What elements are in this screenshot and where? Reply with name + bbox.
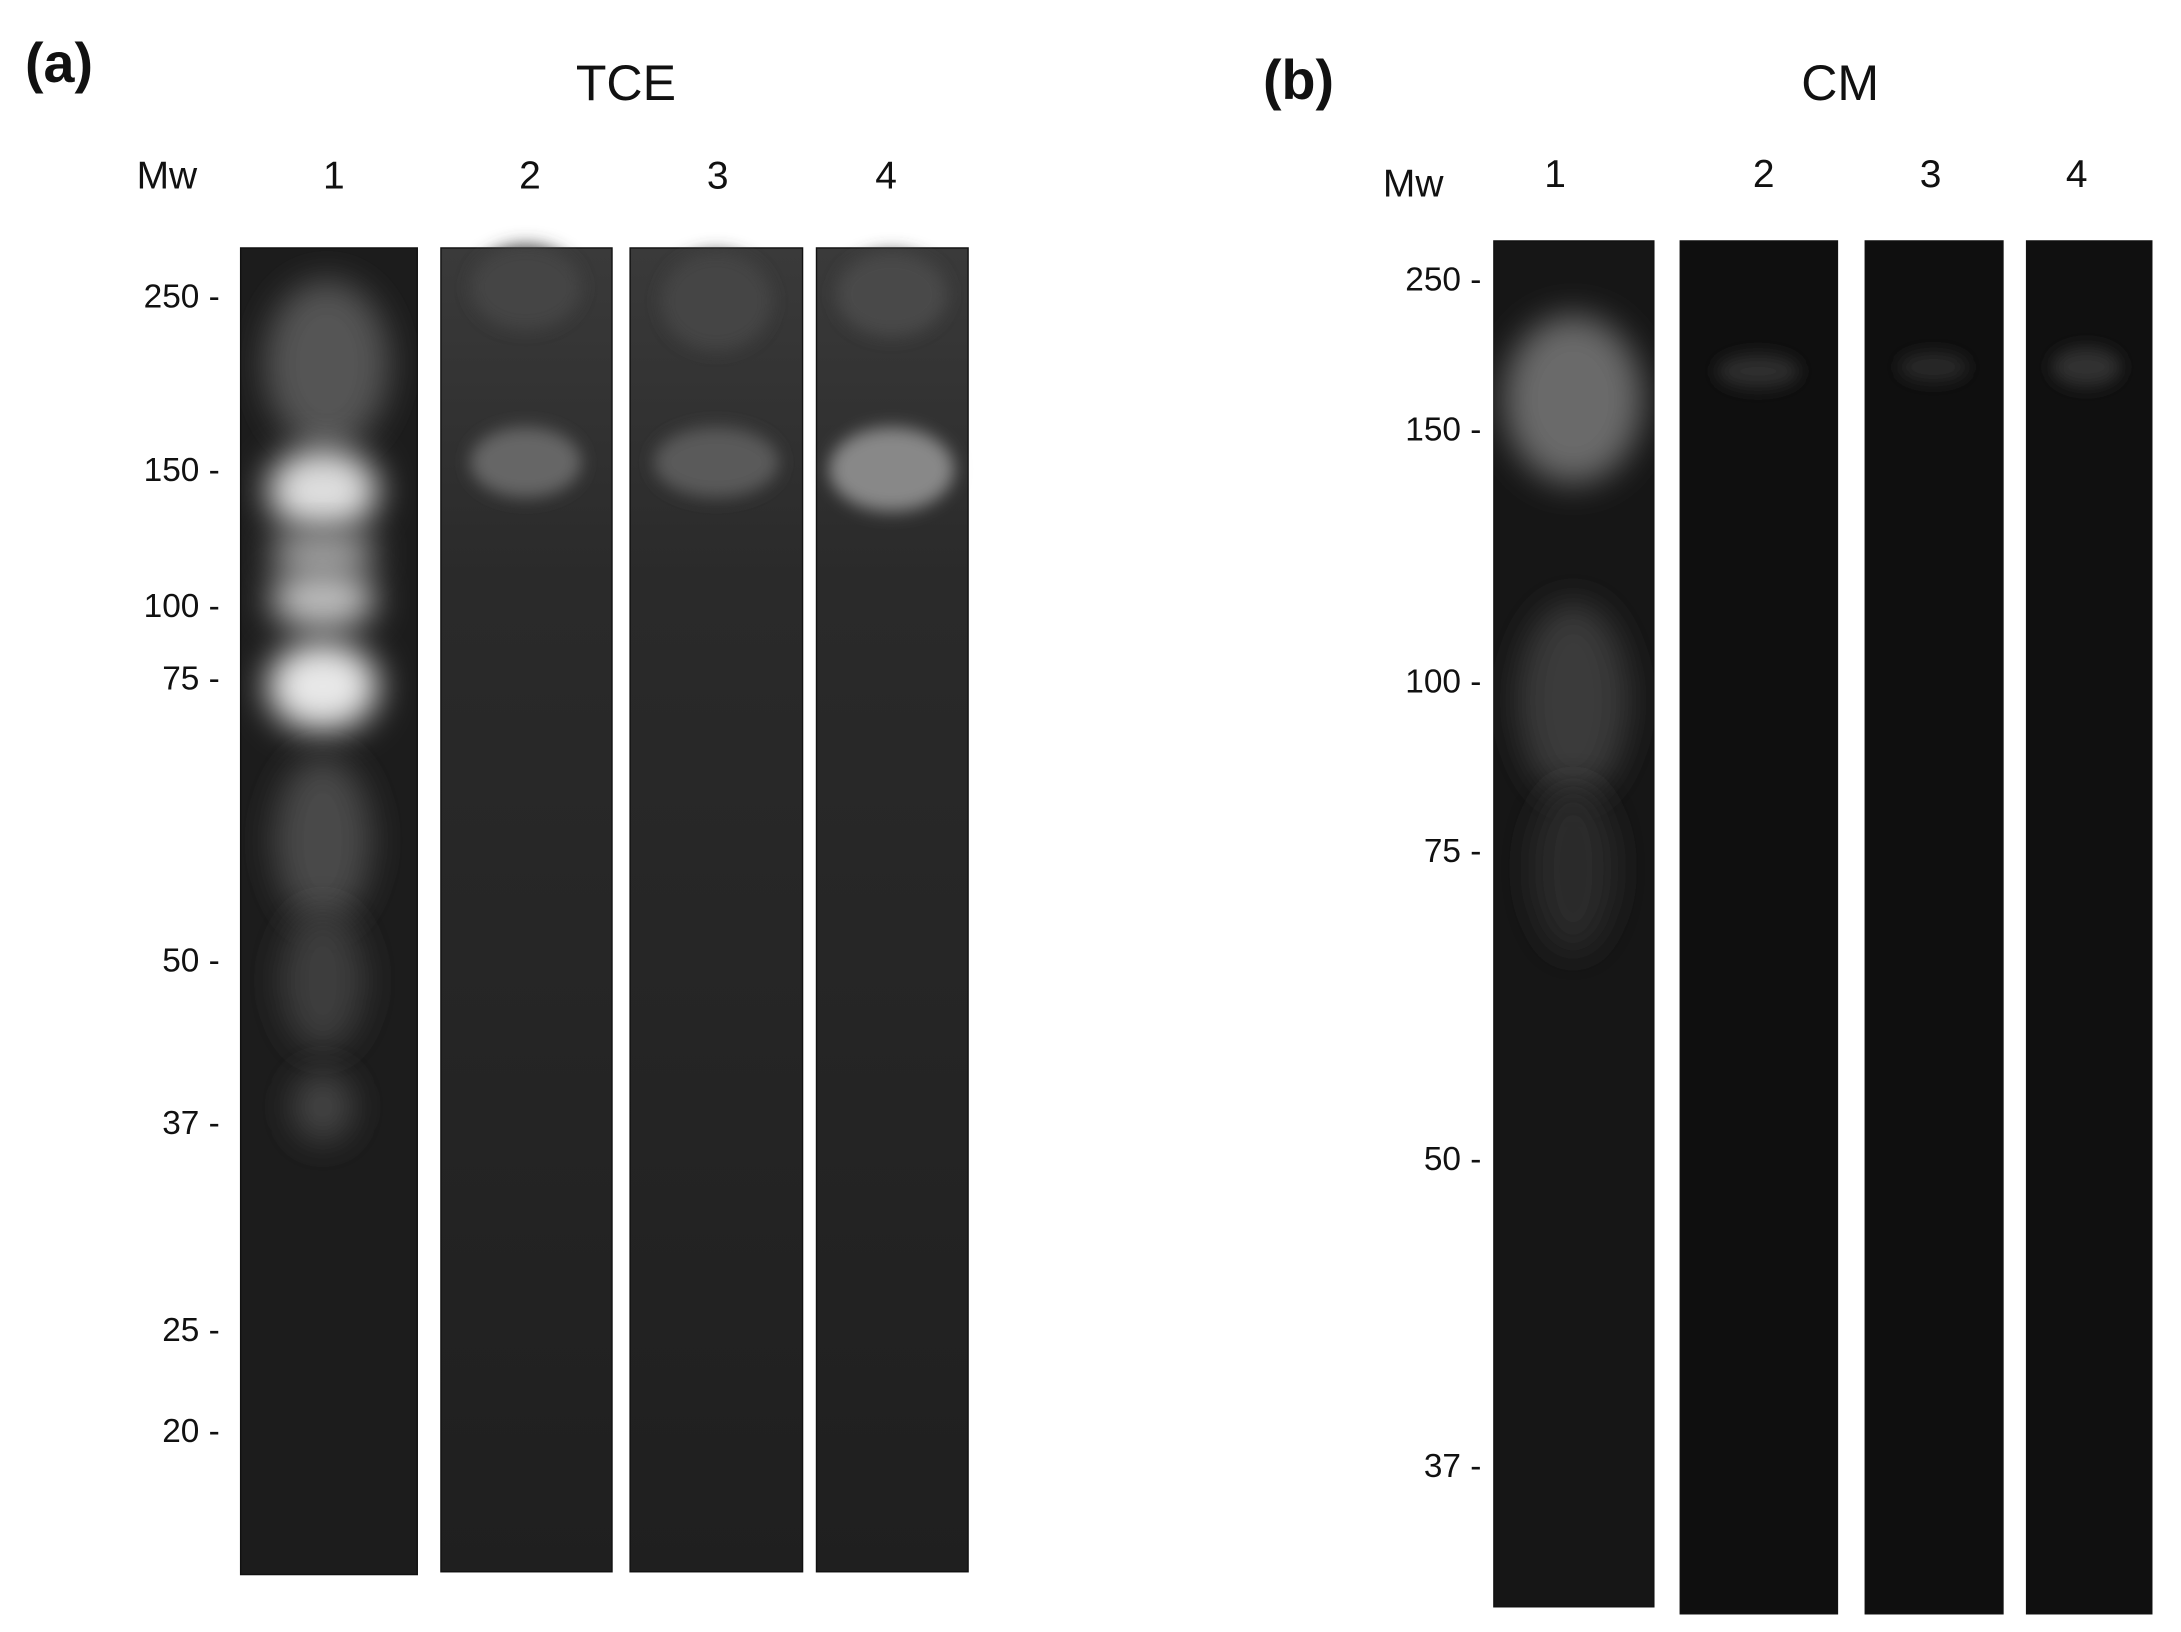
band bbox=[267, 641, 379, 732]
marker-label: 37 - bbox=[1424, 1448, 1482, 1485]
band bbox=[660, 252, 772, 351]
marker-label: 25 - bbox=[162, 1312, 220, 1349]
marker-label: 100 - bbox=[1405, 663, 1481, 700]
band bbox=[829, 427, 955, 512]
marker-label: 75 - bbox=[1424, 833, 1482, 870]
band bbox=[269, 528, 376, 579]
band bbox=[653, 427, 779, 498]
lane-bands bbox=[1503, 315, 1643, 953]
band bbox=[1531, 784, 1615, 953]
band bbox=[1517, 602, 1629, 799]
lane-label: 3 bbox=[1920, 153, 1942, 196]
lane-label: 2 bbox=[519, 154, 541, 197]
marker-label: 250 - bbox=[1405, 261, 1481, 298]
band bbox=[2051, 347, 2122, 387]
band bbox=[280, 910, 365, 1051]
band bbox=[292, 1071, 354, 1142]
mw-label: Mw bbox=[137, 154, 198, 197]
lane-label: 3 bbox=[707, 154, 729, 197]
panel-title: TCE bbox=[576, 55, 676, 111]
band bbox=[1898, 353, 1969, 382]
band bbox=[269, 568, 376, 631]
lane-label: 1 bbox=[1544, 153, 1566, 196]
marker-label: 100 - bbox=[144, 588, 220, 625]
band bbox=[274, 756, 372, 925]
band bbox=[835, 252, 948, 337]
marker-label: 150 - bbox=[1405, 411, 1481, 448]
band bbox=[264, 280, 390, 449]
lane-label: 2 bbox=[1753, 153, 1775, 196]
marker-label: 250 - bbox=[144, 278, 220, 315]
band bbox=[267, 448, 379, 533]
gel-lane bbox=[1864, 240, 2004, 1615]
band bbox=[1503, 315, 1643, 484]
band bbox=[470, 245, 582, 330]
panel-label: (b) bbox=[1263, 48, 1334, 111]
panel-title: CM bbox=[1801, 55, 1879, 111]
mw-label: Mw bbox=[1383, 163, 1444, 206]
lane-label: 4 bbox=[2066, 153, 2088, 196]
marker-label: 37 - bbox=[162, 1105, 220, 1142]
band bbox=[1716, 354, 1800, 389]
panel-label: (a) bbox=[25, 31, 93, 94]
marker-label: 20 - bbox=[162, 1413, 220, 1450]
lane-bands bbox=[264, 280, 390, 1142]
band bbox=[470, 427, 582, 498]
marker-label: 50 - bbox=[1424, 1141, 1482, 1178]
lane-label: 1 bbox=[323, 154, 345, 197]
lane-label: 4 bbox=[875, 154, 897, 197]
gel-lane bbox=[1679, 240, 1839, 1615]
gel-lane bbox=[2025, 240, 2153, 1615]
marker-label: 75 - bbox=[162, 661, 220, 698]
marker-label: 50 - bbox=[162, 942, 220, 979]
marker-label: 150 - bbox=[144, 452, 220, 489]
